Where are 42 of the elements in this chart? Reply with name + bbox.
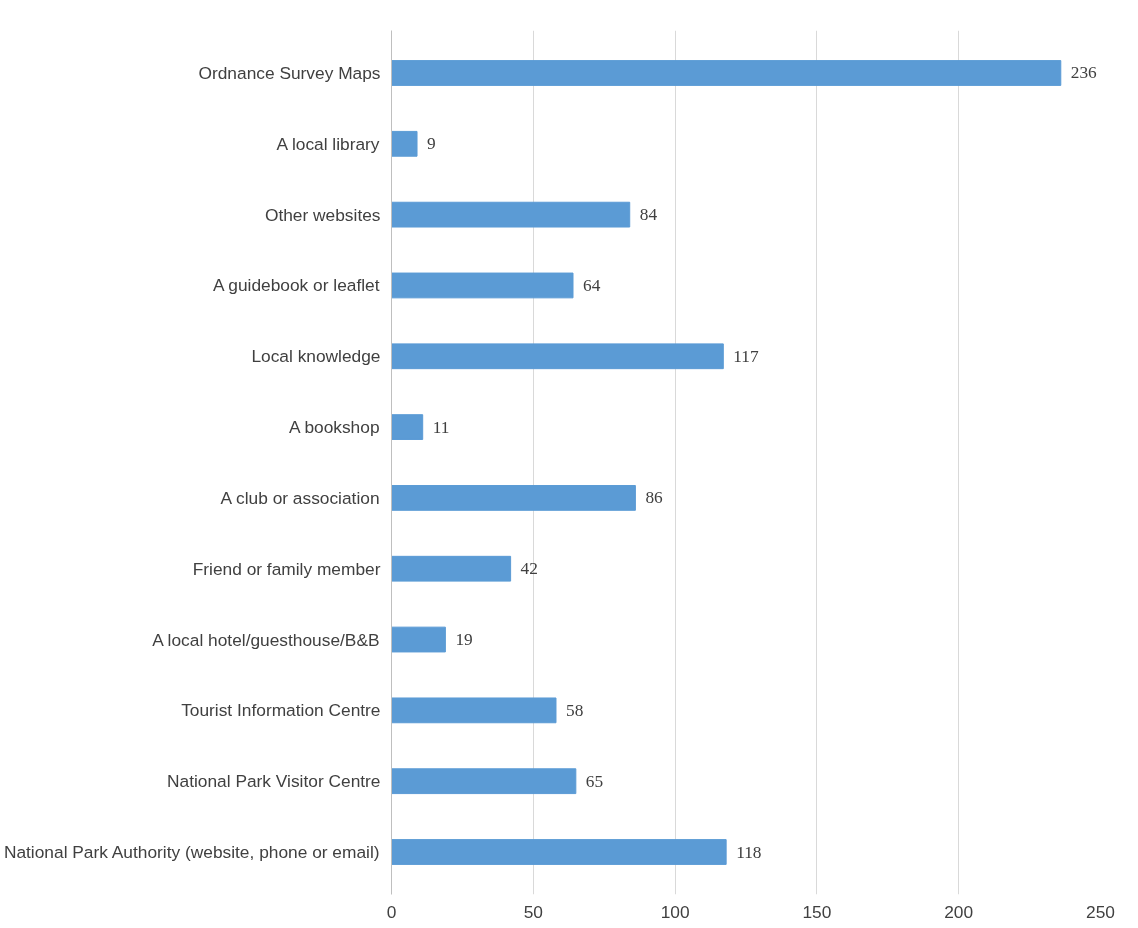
bar <box>391 60 1062 86</box>
bar <box>391 697 557 724</box>
y-tick-label: A local hotel/guesthouse/B&B <box>152 629 380 650</box>
y-tick-label: A bookshop <box>288 417 380 438</box>
y-tick-label: Tourist Information Centre <box>181 700 381 721</box>
data-label: 86 <box>645 488 664 508</box>
bar <box>391 272 574 299</box>
data-label: 64 <box>583 275 601 295</box>
y-tick-label: A local library <box>276 133 380 154</box>
data-label: 65 <box>585 771 604 791</box>
bar <box>391 130 418 157</box>
data-label: 42 <box>520 559 538 579</box>
x-tick-label: 0 <box>386 901 397 922</box>
data-label: 236 <box>1070 63 1098 83</box>
bar <box>391 839 727 865</box>
y-tick-label: National Park Authority (website, phone or email) <box>3 842 380 863</box>
y-tick-label: A guidebook or leaflet <box>212 275 380 296</box>
data-label: 11 <box>432 417 450 437</box>
x-tick-label: 50 <box>523 901 543 922</box>
x-tick-label: 100 <box>660 901 690 922</box>
data-label: 84 <box>639 205 658 225</box>
x-tick-label: 150 <box>802 901 832 922</box>
x-tick-label: 200 <box>944 901 974 922</box>
bar <box>391 343 724 370</box>
y-tick-label: National Park Visitor Centre <box>167 771 381 792</box>
data-label: 117 <box>733 346 759 366</box>
data-label: 118 <box>736 842 762 862</box>
y-tick-label: Local knowledge <box>251 346 381 367</box>
data-label: 19 <box>455 630 473 650</box>
y-tick-label: A club or association <box>220 487 380 508</box>
y-tick-label: Friend or family member <box>192 558 381 579</box>
y-tick-label: Other websites <box>264 204 381 225</box>
bar <box>391 768 577 795</box>
bar <box>391 485 636 511</box>
data-label: 58 <box>565 700 584 720</box>
data-label: 9 <box>427 134 436 154</box>
y-tick-label: Ordnance Survey Maps <box>198 62 381 83</box>
bar <box>391 201 631 228</box>
bar <box>391 626 446 653</box>
bar <box>391 555 512 582</box>
bar <box>391 414 424 440</box>
x-tick-label: 250 <box>1086 901 1115 922</box>
